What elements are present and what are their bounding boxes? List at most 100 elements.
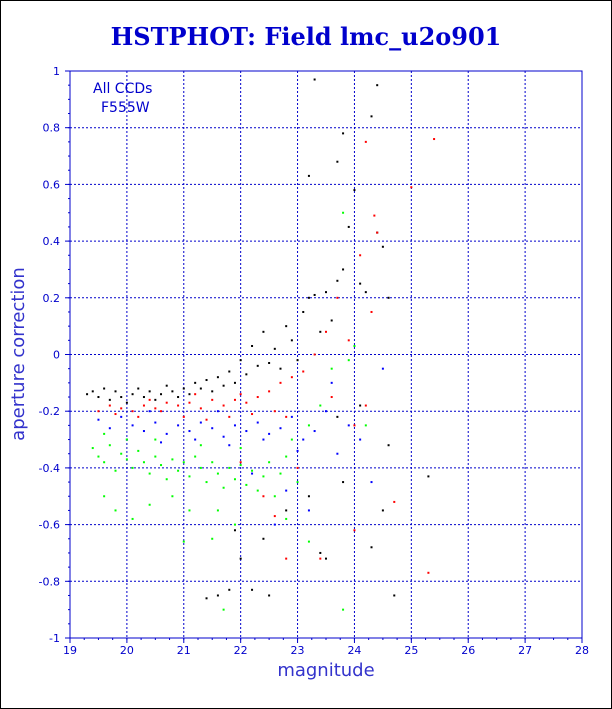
data-point — [108, 444, 111, 447]
data-point — [103, 432, 106, 435]
data-point — [268, 461, 271, 464]
data-point — [325, 410, 327, 413]
data-point — [182, 415, 185, 418]
data-point — [216, 472, 219, 475]
plot-border — [69, 70, 583, 639]
data-point — [433, 138, 436, 141]
y-tick-label: -0.2 — [39, 405, 60, 418]
data-point — [228, 444, 231, 447]
data-point — [347, 225, 350, 228]
data-point — [325, 557, 327, 560]
data-point — [160, 393, 163, 396]
data-point — [359, 438, 362, 441]
data-point — [211, 427, 214, 430]
data-point — [154, 421, 157, 424]
x-tick-label: 26 — [461, 644, 475, 657]
data-point — [273, 495, 276, 498]
data-point — [296, 466, 299, 469]
data-point — [120, 452, 123, 455]
data-point — [364, 424, 367, 427]
data-point — [370, 481, 373, 484]
data-point — [376, 84, 379, 87]
y-tick-label: 0.6 — [43, 178, 61, 191]
data-point — [216, 509, 219, 512]
data-point — [325, 291, 327, 294]
data-point — [330, 367, 333, 370]
data-point — [194, 438, 197, 441]
data-point — [91, 390, 94, 393]
data-point — [342, 608, 345, 611]
data-point — [165, 478, 168, 481]
data-point — [387, 296, 390, 299]
data-point — [381, 245, 384, 248]
data-point — [148, 390, 151, 393]
data-point — [120, 415, 123, 418]
data-point — [313, 353, 316, 356]
data-point — [177, 404, 180, 407]
data-point — [148, 410, 151, 413]
data-point — [103, 387, 106, 390]
data-point — [165, 432, 168, 435]
data-point — [97, 455, 100, 458]
data-point — [296, 449, 299, 452]
data-point — [239, 447, 242, 450]
data-point — [245, 483, 248, 486]
data-point — [410, 186, 413, 189]
y-tick-label: 0.2 — [43, 292, 61, 305]
data-point — [285, 557, 288, 560]
y-tick-label: -1 — [49, 632, 60, 645]
data-point — [268, 594, 271, 597]
data-point — [296, 359, 299, 362]
data-point — [245, 373, 248, 376]
data-point — [205, 597, 208, 600]
data-point — [142, 461, 145, 464]
data-point — [108, 398, 111, 401]
data-point — [342, 132, 345, 135]
data-point — [285, 509, 288, 512]
data-point — [342, 268, 345, 271]
data-point — [182, 387, 185, 390]
data-point — [251, 469, 254, 472]
data-point — [336, 160, 339, 163]
data-point — [228, 588, 231, 591]
data-point — [228, 370, 231, 373]
data-point — [131, 517, 134, 520]
data-point — [376, 231, 379, 234]
data-point — [347, 424, 350, 427]
data-point — [199, 387, 202, 390]
data-point — [160, 441, 163, 444]
data-point — [188, 401, 191, 404]
data-point — [353, 424, 356, 427]
data-point — [359, 404, 362, 407]
data-point — [256, 421, 259, 424]
y-tick-label: 0.8 — [43, 122, 61, 135]
data-point — [205, 481, 208, 484]
data-point — [120, 407, 123, 410]
data-point — [239, 393, 242, 396]
data-point — [233, 478, 236, 481]
x-tick-label: 21 — [177, 644, 191, 657]
data-point — [393, 500, 396, 503]
data-point — [296, 481, 299, 484]
y-tick-label: -0.6 — [39, 519, 60, 532]
data-point — [125, 401, 128, 404]
data-point — [199, 444, 202, 447]
data-point — [364, 140, 367, 143]
chart-title: HSTPHOT: Field lmc_u2o901 — [110, 22, 502, 51]
data-point — [347, 359, 350, 362]
data-point — [222, 435, 225, 438]
y-tick-label: 1 — [53, 65, 60, 78]
data-point — [205, 418, 208, 421]
data-point — [290, 415, 293, 418]
data-point — [256, 364, 259, 367]
x-axis-label: magnitude — [277, 660, 374, 681]
data-point — [268, 390, 271, 393]
data-point — [256, 396, 259, 399]
data-point — [154, 407, 157, 410]
data-point — [211, 537, 214, 540]
data-point — [233, 529, 236, 532]
data-point — [251, 588, 254, 591]
x-tick-label: 24 — [347, 644, 361, 657]
data-point — [188, 430, 191, 433]
data-point — [199, 407, 202, 410]
